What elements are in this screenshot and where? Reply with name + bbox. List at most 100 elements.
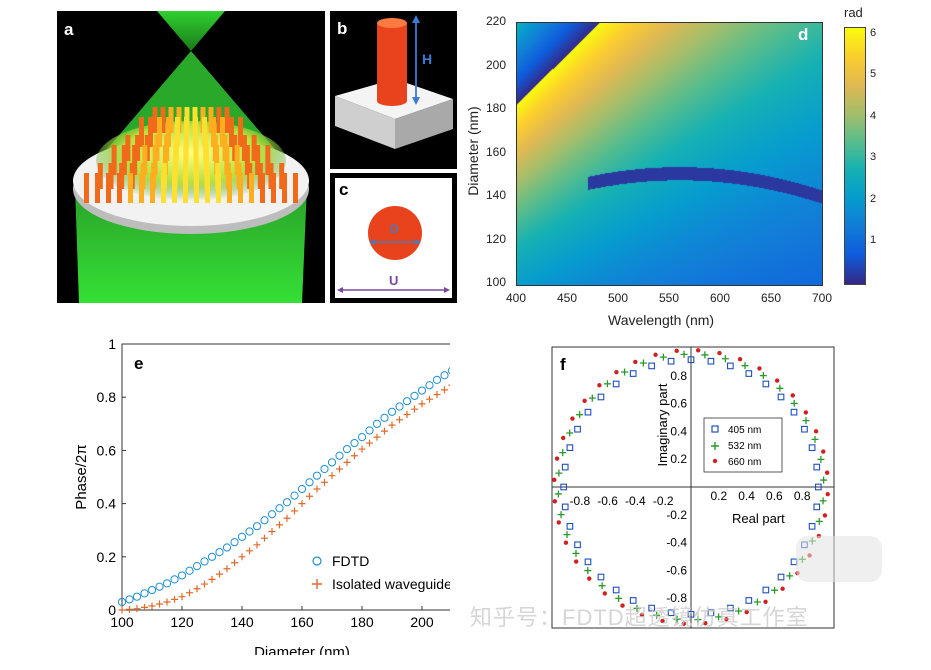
- waveguide-point: [156, 600, 163, 608]
- chart-e-series: [117, 367, 450, 614]
- nanopillar: [84, 173, 89, 203]
- point-532: [588, 394, 596, 402]
- waveguide-point: [126, 605, 133, 613]
- point-660: [573, 559, 579, 564]
- nanopillar-base: [377, 96, 407, 106]
- nanopillar: [117, 173, 122, 203]
- height-arrow-head-top: [412, 15, 420, 23]
- heatmap-frame: [516, 22, 823, 286]
- panel-b: b H: [330, 11, 457, 169]
- point-660: [563, 540, 569, 545]
- fdtd-point: [252, 522, 262, 531]
- point-532: [603, 380, 611, 388]
- fdtd-point: [297, 484, 307, 494]
- chart-e-ytick: 0.2: [97, 549, 117, 565]
- point-405: [667, 357, 675, 365]
- nanopillar: [193, 117, 198, 147]
- nanopillar: [157, 117, 162, 147]
- point-532: [790, 399, 798, 407]
- point-532: [555, 469, 563, 477]
- chart-f-ylabel: Imaginary part: [655, 383, 670, 466]
- point-660: [560, 435, 566, 441]
- nanopillar: [161, 173, 166, 203]
- focal-cone-top: [157, 11, 225, 51]
- point-532: [759, 372, 767, 380]
- phase-heatmap: [516, 22, 822, 285]
- colorbar-tick: 6: [870, 26, 877, 39]
- point-532: [572, 549, 580, 557]
- nanopillar: [255, 145, 261, 175]
- waveguide-point: [313, 485, 321, 493]
- heatmap-ylabel: Diameter (nm): [465, 106, 481, 196]
- chart-f-ytick: -0.6: [666, 563, 687, 577]
- fdtd-point: [170, 575, 179, 584]
- waveguide-point: [336, 465, 343, 473]
- point-660: [570, 416, 575, 421]
- waveguide-point: [208, 575, 216, 583]
- unit-cell-3d: [335, 15, 453, 149]
- point-532: [659, 353, 667, 361]
- nanopillar: [203, 145, 209, 175]
- point-660: [780, 586, 785, 591]
- fdtd-point: [440, 371, 449, 380]
- nanopillar: [95, 173, 100, 203]
- waveguide-point: [141, 603, 148, 611]
- chart-e-ytick: 0.6: [97, 442, 117, 458]
- nanopillar: [293, 173, 298, 203]
- point-660: [803, 410, 809, 415]
- point-405: [814, 483, 822, 491]
- point-532: [776, 384, 784, 392]
- waveguide-point: [118, 606, 126, 614]
- point-405: [561, 463, 569, 471]
- point-532: [557, 511, 565, 519]
- fdtd-point: [140, 589, 149, 598]
- nanopillar: [97, 163, 103, 189]
- chart-f-xtick: 0.2: [710, 489, 727, 503]
- point-405: [629, 370, 637, 377]
- nanopillar: [224, 107, 230, 133]
- chart-f-xtick: -0.8: [569, 494, 590, 508]
- colorbar: [844, 27, 866, 285]
- point-660: [620, 603, 625, 608]
- heatmap-xtick: 450: [557, 291, 578, 305]
- fdtd-point: [447, 367, 450, 375]
- point-660: [695, 348, 701, 353]
- panel-letter-d: d: [798, 25, 809, 44]
- watermark-text: 知乎号：FDTD超透镜仿真工作室: [470, 605, 809, 630]
- point-532: [694, 616, 702, 624]
- pillar-cross-section: [368, 206, 422, 260]
- nanopillar: [173, 145, 179, 175]
- point-405: [574, 425, 581, 433]
- point-405: [777, 393, 785, 401]
- fdtd-point: [335, 451, 344, 460]
- waveguide-point: [178, 593, 186, 601]
- nanopillar: [216, 173, 221, 203]
- point-532: [786, 572, 794, 580]
- waveguide-point: [411, 405, 418, 413]
- point-660: [633, 359, 638, 365]
- nanopillar: [121, 145, 127, 175]
- nanopillar: [216, 107, 222, 133]
- waveguide-point: [441, 386, 448, 394]
- point-660: [639, 612, 645, 618]
- period-arrow-right: [444, 287, 450, 293]
- diameter-arrow-left: [369, 239, 375, 245]
- panel-letter-f: f: [560, 355, 566, 374]
- nanopillar-array: [84, 107, 298, 203]
- chart-e-xtick: 100: [110, 614, 134, 630]
- waveguide-point: [253, 541, 261, 549]
- point-532: [563, 531, 571, 539]
- nanopillar: [152, 145, 158, 175]
- heatmap-xtick: 700: [812, 291, 833, 305]
- chart-f-xtick: -0.4: [625, 494, 646, 508]
- nanopillar: [135, 135, 141, 161]
- heatmap-xtick: 400: [506, 291, 527, 305]
- chart-e-xtick: 140: [230, 614, 254, 630]
- point-405: [813, 503, 821, 511]
- chart-f-ytick: -0.2: [666, 508, 687, 522]
- waveguide-point: [351, 452, 358, 460]
- heatmap-ytick: 160: [486, 144, 507, 159]
- nanopillar: [128, 173, 133, 203]
- unit-cell-diagram: [337, 206, 450, 293]
- point-405: [561, 503, 569, 511]
